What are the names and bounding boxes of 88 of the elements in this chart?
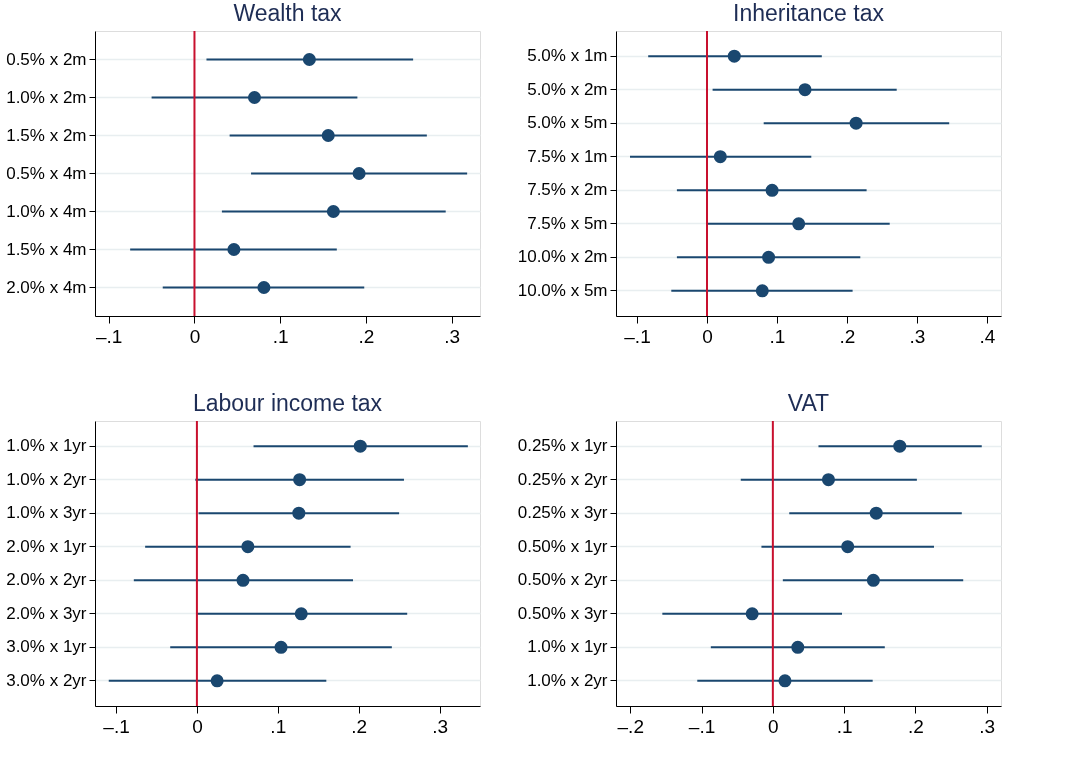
- x-tick-label: .2: [358, 325, 375, 347]
- y-tick-label: 7.5% x 1m: [527, 146, 608, 166]
- y-tick-label: 1.0% x 2m: [6, 87, 87, 107]
- y-tick-label: 5.0% x 5m: [527, 113, 608, 133]
- x-tick-label: .2: [351, 715, 368, 737]
- x-tick-label: –.1: [624, 325, 651, 347]
- chart-title: Labour income tax: [192, 390, 383, 416]
- point: [247, 90, 262, 105]
- x-tick-label: .2: [908, 715, 924, 737]
- x-tick-label: .3: [909, 325, 926, 347]
- point: [841, 540, 855, 554]
- y-tick-label: 1.0% x 3yr: [6, 503, 87, 523]
- point: [321, 128, 335, 143]
- y-tick-label: 1.0% x 4m: [6, 201, 87, 221]
- y-tick-label: 10.0% x 5m: [517, 280, 608, 300]
- y-tick-label: 0.25% x 3yr: [517, 503, 608, 523]
- point: [791, 640, 805, 654]
- y-tick-label: 1.0% x 1yr: [6, 436, 87, 456]
- point: [274, 640, 288, 654]
- y-tick-label: 10.0% x 2m: [517, 247, 608, 267]
- y-tick-label: 1.0% x 1yr: [527, 637, 608, 657]
- point: [765, 183, 779, 197]
- point: [353, 439, 367, 453]
- x-tick-label: –.2: [617, 715, 644, 737]
- y-tick-label: 2.0% x 4m: [6, 277, 87, 297]
- y-tick-label: 2.0% x 3yr: [6, 603, 87, 623]
- x-tick-label: 0: [192, 715, 203, 737]
- chart-title: Wealth tax: [233, 0, 343, 26]
- point: [849, 116, 863, 130]
- point: [798, 83, 812, 97]
- point: [778, 674, 792, 688]
- x-tick-label: .1: [272, 325, 289, 347]
- point: [727, 49, 741, 63]
- x-tick-label: –.1: [96, 325, 123, 347]
- point: [326, 204, 340, 219]
- point: [762, 250, 776, 264]
- y-tick-label: 0.5% x 4m: [6, 163, 87, 183]
- chart-title: VAT: [787, 390, 830, 416]
- y-tick-label: 2.0% x 2yr: [6, 570, 87, 590]
- y-tick-label: 1.0% x 2yr: [527, 670, 608, 690]
- x-tick-label: 0: [768, 715, 779, 737]
- y-tick-label: 0.5% x 2m: [6, 49, 87, 69]
- point: [869, 506, 883, 520]
- point: [257, 280, 271, 295]
- point: [236, 573, 250, 587]
- y-tick-label: 0.25% x 1yr: [517, 436, 608, 456]
- x-tick-label: 0: [189, 325, 201, 347]
- chart-title: Inheritance tax: [733, 0, 885, 26]
- x-tick-label: .3: [444, 325, 461, 347]
- y-tick-label: 2.0% x 1yr: [6, 536, 87, 556]
- point: [745, 607, 759, 621]
- x-tick-label: .1: [769, 325, 786, 347]
- y-tick-label: 0.50% x 3yr: [517, 603, 608, 623]
- point: [241, 540, 255, 554]
- x-tick-label: .1: [270, 715, 287, 737]
- y-tick-label: 1.5% x 2m: [6, 125, 87, 145]
- x-tick-label: .1: [836, 715, 853, 737]
- x-tick-label: –.1: [103, 715, 130, 737]
- point: [294, 607, 308, 621]
- x-tick-label: .3: [979, 715, 996, 737]
- point: [821, 473, 835, 487]
- x-tick-label: 0: [702, 325, 713, 347]
- point: [755, 284, 769, 298]
- x-tick-label: .3: [432, 715, 448, 737]
- y-tick-label: 5.0% x 2m: [527, 79, 608, 99]
- x-tick-label: .2: [839, 325, 856, 347]
- point: [302, 52, 316, 67]
- point: [866, 573, 880, 587]
- point: [893, 439, 907, 453]
- y-tick-label: 7.5% x 2m: [527, 180, 608, 200]
- y-tick-label: 3.0% x 1yr: [6, 637, 87, 657]
- y-tick-label: 0.50% x 1yr: [517, 536, 608, 556]
- y-tick-label: 0.25% x 2yr: [517, 469, 608, 489]
- y-tick-label: 3.0% x 2yr: [6, 670, 87, 690]
- y-tick-label: 0.50% x 2yr: [517, 570, 608, 590]
- y-tick-label: 7.5% x 5m: [527, 213, 608, 233]
- y-tick-label: 1.0% x 2yr: [6, 469, 87, 489]
- point: [293, 473, 307, 487]
- point: [227, 242, 241, 257]
- y-tick-label: 1.5% x 4m: [6, 239, 87, 259]
- point: [292, 506, 306, 520]
- x-tick-label: .4: [979, 325, 996, 347]
- point: [792, 217, 806, 231]
- point: [352, 166, 366, 181]
- x-tick-label: –.1: [688, 715, 716, 737]
- point: [713, 150, 727, 164]
- point: [210, 674, 224, 688]
- y-tick-label: 5.0% x 1m: [527, 46, 608, 66]
